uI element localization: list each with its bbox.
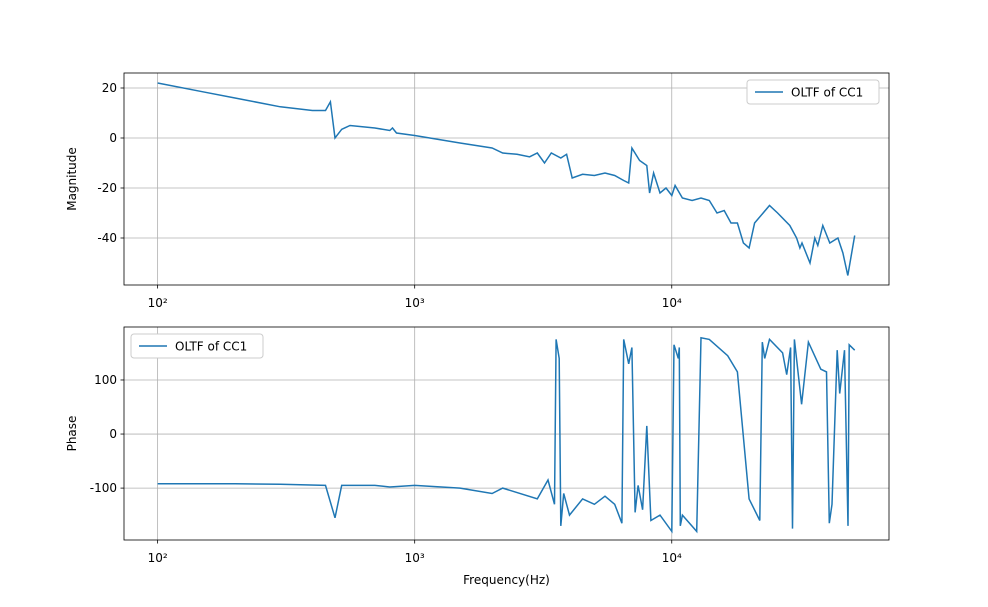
x-tick-label: 10³ — [405, 551, 425, 565]
x-tick-label: 10⁴ — [662, 296, 682, 310]
plot-frame — [123, 72, 890, 286]
x-tick-label: 10⁴ — [662, 551, 682, 565]
y-tick-label: -20 — [97, 181, 117, 195]
legend-label: OLTF of CC1 — [175, 340, 247, 354]
y-tick-label: -100 — [90, 481, 117, 495]
x-axis-label: Frequency(Hz) — [463, 573, 550, 587]
data-line — [157, 82, 856, 276]
plot-frame — [123, 326, 890, 541]
y-axis-label: Phase — [65, 416, 79, 452]
y-tick-label: 0 — [109, 427, 117, 441]
x-tick-label: 10³ — [405, 296, 425, 310]
y-tick-label: 100 — [94, 373, 117, 387]
x-tick-label: 10² — [148, 551, 168, 565]
y-tick-label: 20 — [102, 81, 117, 95]
y-tick-label: -40 — [97, 231, 117, 245]
y-axis-label: Magnitude — [65, 147, 79, 211]
legend-label: OLTF of CC1 — [791, 86, 863, 100]
legend-box — [746, 79, 880, 105]
legend-box — [130, 333, 264, 359]
data-line — [157, 336, 856, 534]
x-tick-label: 10² — [148, 296, 168, 310]
y-tick-label: 0 — [109, 131, 117, 145]
